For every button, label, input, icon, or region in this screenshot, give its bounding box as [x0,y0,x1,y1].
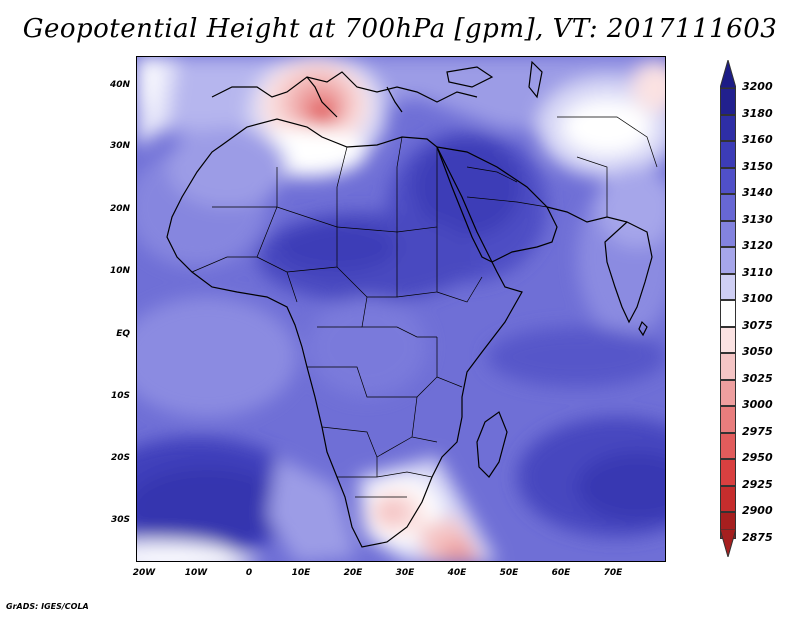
lon-label-70e: 70E [603,568,623,578]
country-borders [191,116,658,498]
colorbar-label: 3120 [742,239,773,252]
colorbar-label: 2900 [742,504,773,517]
lat-label-10n: 10N [109,266,130,276]
colorbar-swatch [720,406,736,433]
colorbar-label: 2950 [742,451,773,464]
colorbar-label: 3130 [742,212,773,226]
colorbar-swatch [720,220,736,247]
colorbar-label: 2875 [742,530,773,544]
colorbar-bottom-arrow-shape [720,529,736,557]
colorbar-swatch [720,114,736,141]
lon-label-50e: 50E [499,568,519,578]
lat-label-eq: EQ [116,329,130,339]
lon-label-10e: 10E [291,568,311,578]
colorbar-swatch [720,485,736,512]
colorbar-swatch [720,167,736,194]
colorbar-swatch [720,432,736,459]
lon-label-30e: 30E [395,568,415,578]
colorbar-swatch [720,379,736,406]
colorbar-label: 3110 [742,265,773,279]
colorbar-label: 2975 [742,424,773,438]
colorbar-swatch [720,459,736,486]
lat-label-40n: 40N [109,80,130,90]
lat-label-20s: 20S [110,453,130,463]
colorbar-swatch [720,194,736,221]
map-title: Geopotential Height at 700hPa [gpm], VT:… [22,14,778,44]
colorbar-label: 3000 [742,398,773,411]
coastlines [166,60,653,548]
colorbar-label: 3180 [742,106,773,120]
lon-label-10w: 10W [184,568,208,578]
lat-label-30s: 30S [110,515,130,525]
lat-label-30n: 30N [109,141,130,151]
colorbar-label-top: 3200 [742,80,773,93]
colorbar-top-arrow [720,60,736,88]
colorbar-label: 2925 [742,477,773,491]
colorbar-label: 3050 [742,345,773,358]
lon-label-60e: 60E [551,568,571,578]
colorbar-label: 3150 [742,159,773,173]
lat-label-20n: 20N [109,204,130,214]
colorbar-label: 3075 [742,318,773,332]
lat-label-10s: 10S [110,391,130,401]
colorbar-swatch [720,326,736,353]
map-plot-area [136,56,666,562]
software-credit: GrADS: IGES/COLA [6,602,89,611]
colorbar-swatch [720,141,736,168]
colorbar-swatch [720,88,736,115]
colorbar-top-arrow-shape [720,60,736,88]
geopotential-map [137,57,665,561]
lon-label-20w: 20W [132,568,156,578]
lon-label-0: 0 [245,568,253,578]
colorbar-label: 3100 [742,292,773,305]
colorbar-swatch [720,273,736,300]
colorbar-label: 3160 [742,133,773,146]
lon-label-20e: 20E [343,568,363,578]
colorbar-swatch [720,300,736,327]
colorbar-label: 3140 [742,186,773,199]
colorbar-swatch [720,353,736,380]
colorbar-bottom-arrow [720,529,736,557]
lon-label-40e: 40E [447,568,467,578]
colorbar-swatch [720,247,736,274]
colorbar-label: 3025 [742,371,773,385]
